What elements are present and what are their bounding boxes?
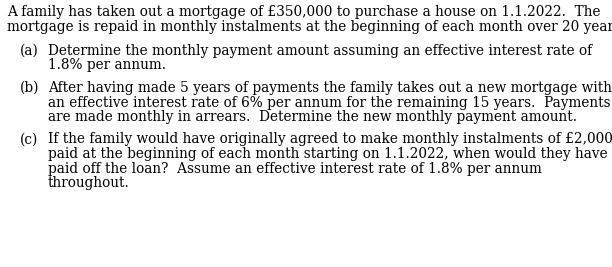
Text: (c): (c) [20,132,39,147]
Text: 1.8% per annum.: 1.8% per annum. [48,58,166,73]
Text: mortgage is repaid in monthly instalments at the beginning of each month over 20: mortgage is repaid in monthly instalment… [7,19,612,33]
Text: paid at the beginning of each month starting on 1.1.2022, when would they have: paid at the beginning of each month star… [48,147,608,161]
Text: throughout.: throughout. [48,176,130,190]
Text: Determine the monthly payment amount assuming an effective interest rate of: Determine the monthly payment amount ass… [48,44,592,58]
Text: an effective interest rate of 6% per annum for the remaining 15 years.  Payments: an effective interest rate of 6% per ann… [48,96,611,109]
Text: (a): (a) [20,44,39,58]
Text: paid off the loan?  Assume an effective interest rate of 1.8% per annum: paid off the loan? Assume an effective i… [48,162,542,175]
Text: After having made 5 years of payments the family takes out a new mortgage with: After having made 5 years of payments th… [48,81,612,95]
Text: If the family would have originally agreed to make monthly instalments of £2,000: If the family would have originally agre… [48,132,612,147]
Text: (b): (b) [20,81,40,95]
Text: are made monthly in arrears.  Determine the new monthly payment amount.: are made monthly in arrears. Determine t… [48,110,577,124]
Text: A family has taken out a mortgage of £350,000 to purchase a house on 1.1.2022.  : A family has taken out a mortgage of £35… [7,5,600,19]
